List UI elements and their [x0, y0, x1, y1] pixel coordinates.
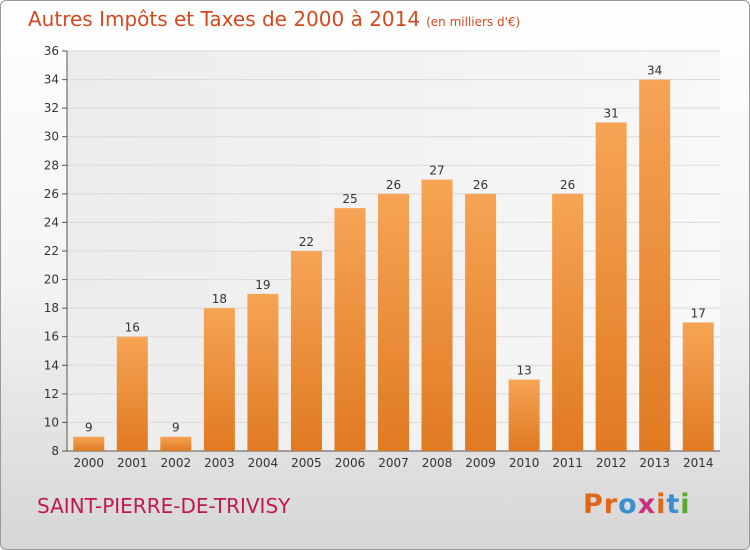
logo-letter: r [603, 489, 619, 520]
data-label: 31 [604, 106, 619, 120]
bar [552, 193, 584, 451]
bar [116, 336, 148, 451]
y-tick-label: 10 [44, 415, 59, 429]
logo-letter: o [618, 489, 638, 520]
chart-title-text: Autres Impôts et Taxes de 2000 à 2014 [28, 7, 421, 31]
logo-letter: x [637, 489, 657, 520]
y-tick-label: 30 [44, 130, 59, 144]
bar [203, 308, 235, 451]
bar [378, 193, 409, 451]
x-tick-label: 2012 [596, 456, 627, 470]
y-tick-label: 24 [44, 215, 59, 229]
x-tick-label: 2001 [117, 456, 148, 470]
y-tick-label: 16 [44, 330, 59, 344]
proxiti-logo: Proxiti [583, 489, 691, 520]
data-label: 17 [691, 306, 706, 320]
bar [160, 436, 192, 451]
bar [595, 122, 627, 451]
y-tick-label: 36 [44, 44, 59, 58]
y-tick-label: 22 [44, 244, 59, 258]
x-tick-label: 2000 [73, 456, 104, 470]
chart-title: Autres Impôts et Taxes de 2000 à 2014 (en… [28, 7, 520, 31]
bar [508, 379, 540, 451]
bar [682, 322, 714, 451]
logo-letter: i [680, 489, 691, 520]
bar [73, 436, 105, 451]
data-label: 27 [429, 164, 444, 178]
x-tick-label: 2008 [422, 456, 453, 470]
x-tick-label: 2011 [552, 456, 583, 470]
x-tick-label: 2009 [465, 456, 496, 470]
data-label: 9 [172, 421, 180, 435]
x-tick-label: 2002 [161, 456, 192, 470]
x-tick-label: 2003 [204, 456, 235, 470]
y-tick-label: 28 [44, 158, 59, 172]
bar [334, 208, 366, 451]
y-tick-label: 12 [44, 387, 59, 401]
data-label: 26 [560, 178, 575, 192]
data-label: 13 [516, 364, 531, 378]
y-tick-label: 14 [44, 358, 59, 372]
x-tick-label: 2006 [335, 456, 366, 470]
data-label: 19 [255, 278, 270, 292]
y-tick-label: 26 [44, 187, 59, 201]
bar [421, 179, 453, 452]
y-tick-label: 34 [44, 73, 59, 87]
y-tick-label: 18 [44, 301, 59, 315]
chart-unit: (en milliers d'€) [426, 15, 521, 29]
x-tick-label: 2013 [639, 456, 670, 470]
commune-name: SAINT-PIERRE-DE-TRIVISY [37, 494, 291, 518]
logo-letter: P [583, 489, 604, 520]
data-label: 26 [386, 178, 401, 192]
data-label: 16 [125, 321, 140, 335]
data-label: 18 [212, 292, 227, 306]
x-tick-label: 2007 [378, 456, 409, 470]
x-tick-label: 2004 [248, 456, 279, 470]
logo-letter: i [656, 489, 667, 520]
y-tick-label: 20 [44, 273, 59, 287]
data-label: 25 [342, 192, 357, 206]
bar [639, 79, 671, 452]
logo-letter: t [666, 489, 681, 520]
y-tick-label: 8 [51, 444, 59, 458]
x-tick-label: 2005 [291, 456, 322, 470]
bar [290, 251, 322, 451]
y-tick-label: 32 [44, 101, 59, 115]
data-label: 9 [85, 421, 93, 435]
bar [247, 293, 279, 451]
x-tick-label: 2010 [509, 456, 540, 470]
data-label: 34 [647, 64, 662, 78]
data-label: 26 [473, 178, 488, 192]
data-label: 22 [299, 235, 314, 249]
bar [465, 193, 497, 451]
x-tick-label: 2014 [683, 456, 714, 470]
